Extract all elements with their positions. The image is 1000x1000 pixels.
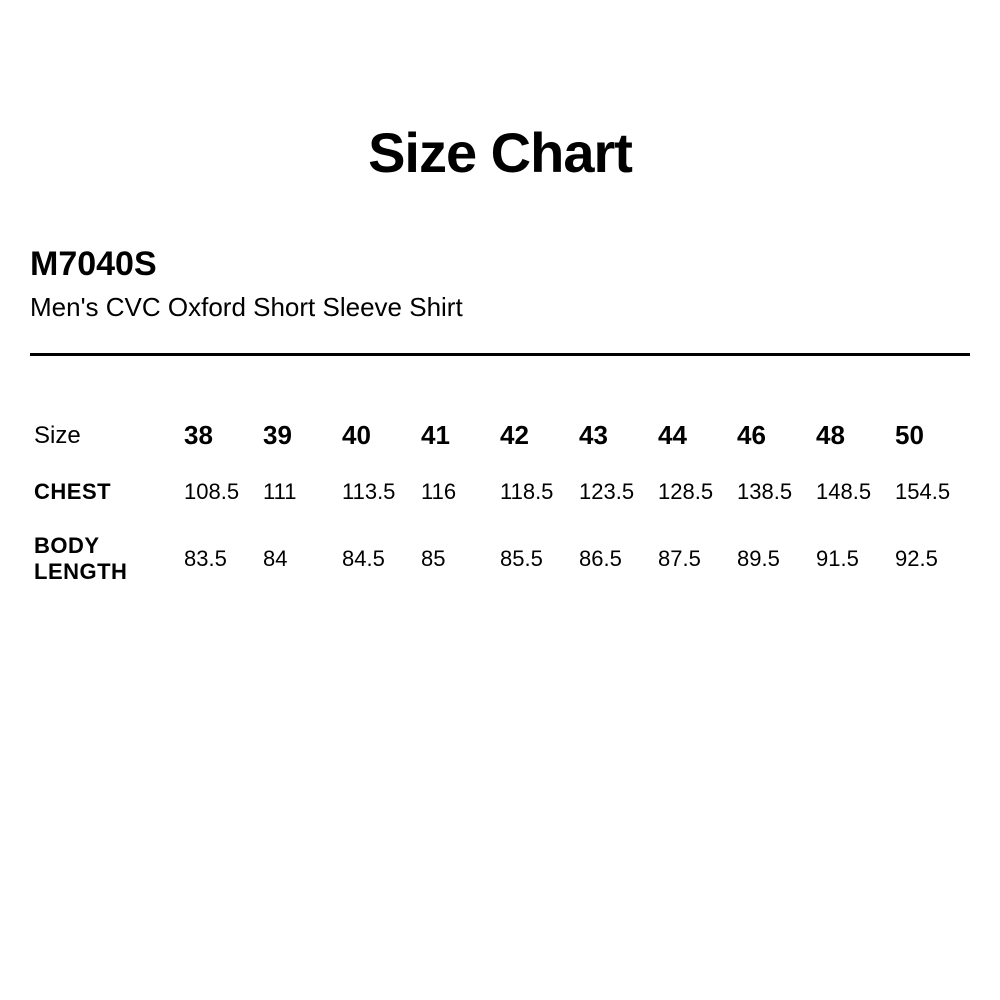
size-col: 50	[891, 406, 970, 465]
size-col: 44	[654, 406, 733, 465]
cell: 123.5	[575, 465, 654, 519]
cell: 154.5	[891, 465, 970, 519]
size-label: Size	[30, 406, 180, 465]
size-col: 40	[338, 406, 417, 465]
cell: 148.5	[812, 465, 891, 519]
row-label-body-length: BODY LENGTH	[30, 519, 180, 599]
size-col: 38	[180, 406, 259, 465]
divider	[30, 353, 970, 356]
row-label-chest: CHEST	[30, 465, 180, 519]
cell: 113.5	[338, 465, 417, 519]
cell: 116	[417, 465, 496, 519]
cell: 92.5	[891, 519, 970, 599]
product-name: Men's CVC Oxford Short Sleeve Shirt	[30, 292, 970, 323]
cell: 89.5	[733, 519, 812, 599]
cell: 108.5	[180, 465, 259, 519]
cell: 128.5	[654, 465, 733, 519]
size-col: 41	[417, 406, 496, 465]
product-code: M7040S	[30, 245, 970, 284]
cell: 138.5	[733, 465, 812, 519]
size-table: Size 38 39 40 41 42 43 44 46 48 50 CHEST…	[30, 406, 970, 599]
size-col: 42	[496, 406, 575, 465]
size-col: 39	[259, 406, 338, 465]
size-col: 48	[812, 406, 891, 465]
cell: 84.5	[338, 519, 417, 599]
cell: 87.5	[654, 519, 733, 599]
cell: 118.5	[496, 465, 575, 519]
page-title: Size Chart	[30, 120, 970, 185]
table-header-row: Size 38 39 40 41 42 43 44 46 48 50	[30, 406, 970, 465]
table-row: BODY LENGTH 83.5 84 84.5 85 85.5 86.5 87…	[30, 519, 970, 599]
table-row: CHEST 108.5 111 113.5 116 118.5 123.5 12…	[30, 465, 970, 519]
cell: 86.5	[575, 519, 654, 599]
cell: 91.5	[812, 519, 891, 599]
cell: 85.5	[496, 519, 575, 599]
cell: 83.5	[180, 519, 259, 599]
cell: 85	[417, 519, 496, 599]
cell: 84	[259, 519, 338, 599]
size-col: 43	[575, 406, 654, 465]
cell: 111	[259, 465, 338, 519]
size-col: 46	[733, 406, 812, 465]
